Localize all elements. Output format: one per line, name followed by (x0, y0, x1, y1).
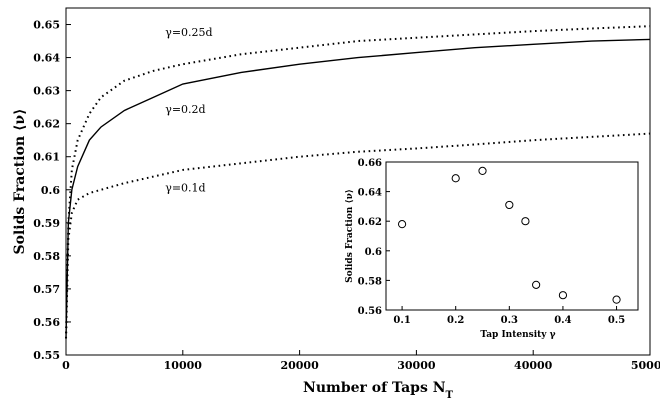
main-x-tick-label: 30000 (397, 359, 436, 372)
inset-x-axis-title: Tap Intensity γ (480, 330, 555, 340)
inset-data-point (521, 217, 530, 226)
inset-y-tick-label: 0.62 (358, 217, 382, 228)
main-y-tick-label: 0.55 (33, 349, 60, 362)
main-x-tick-label: 0 (62, 359, 70, 372)
inset-x-tick-label: 0.1 (393, 315, 410, 326)
inset-plot-frame (385, 161, 639, 311)
main-y-tick-label: 0.57 (33, 283, 60, 296)
main-y-tick-label: 0.64 (33, 52, 60, 65)
main-x-tick-label: 40000 (514, 359, 553, 372)
main-curve-label: γ=0.2d (165, 103, 205, 116)
main-y-tick-label: 0.6 (41, 184, 60, 197)
inset-x-tick-label: 0.3 (501, 315, 518, 326)
main-x-axis-title-text: Number of Taps N (303, 380, 446, 396)
inset-x-tick-label: 0.5 (608, 315, 625, 326)
main-series-line-1 (65, 25, 651, 339)
main-y-tick-label: 0.58 (33, 250, 60, 263)
main-series-line-2 (65, 38, 651, 339)
main-x-axis-title-subscript: T (446, 390, 454, 398)
inset-y-tick-label: 0.6 (365, 247, 382, 258)
inset-data-point (397, 220, 407, 229)
inset-data-point (478, 166, 487, 175)
inset-y-axis-title: Solids Fraction ⟨ν⟩ (345, 189, 355, 283)
inset-x-tick-label: 0.4 (554, 315, 571, 326)
inset-data-point (558, 291, 568, 300)
main-x-tick-label: 10000 (164, 359, 203, 372)
main-y-tick-label: 0.59 (33, 217, 60, 230)
inset-points-group (397, 166, 621, 304)
main-plot-frame (65, 7, 651, 356)
main-series-line-3 (65, 132, 651, 339)
main-x-tick-label: 20000 (280, 359, 319, 372)
main-y-tick-label: 0.61 (33, 151, 60, 164)
main-y-tick-label: 0.56 (33, 316, 60, 329)
inset-data-point (451, 174, 460, 183)
main-curve-label: γ=0.25d (165, 26, 212, 39)
main-x-axis-title: Number of Taps NT (303, 380, 453, 398)
main-y-tick-label: 0.65 (33, 19, 60, 32)
main-y-tick-label: 0.62 (33, 118, 60, 131)
main-series-group (65, 25, 651, 339)
inset-y-tick-label: 0.56 (358, 306, 382, 317)
main-y-tick-label: 0.63 (33, 85, 60, 98)
main-y-axis-title: Solids Fraction ⟨ν⟩ (12, 109, 28, 255)
inset-data-point (505, 200, 514, 210)
inset-y-tick-label: 0.64 (358, 188, 382, 199)
inset-x-tick-label: 0.2 (447, 315, 464, 326)
inset-y-tick-label: 0.66 (358, 158, 382, 169)
inset-data-point (612, 295, 621, 304)
inset-y-tick-label: 0.58 (358, 276, 382, 287)
inset-axis-ticks: 0.1 0.2 0.3 0.4 0.5 0.56 0.58 0.6 0.62 0.64 0.66 (358, 158, 626, 326)
main-annotations: γ=0.25d γ=0.2d γ=0.1d (165, 26, 212, 194)
inset-chart: 0.1 0.2 0.3 0.4 0.5 0.56 0.58 0.6 0.62 0.64 0.66 T… (345, 158, 639, 340)
main-curve-label: γ=0.1d (165, 181, 205, 194)
inset-data-point (532, 280, 541, 289)
